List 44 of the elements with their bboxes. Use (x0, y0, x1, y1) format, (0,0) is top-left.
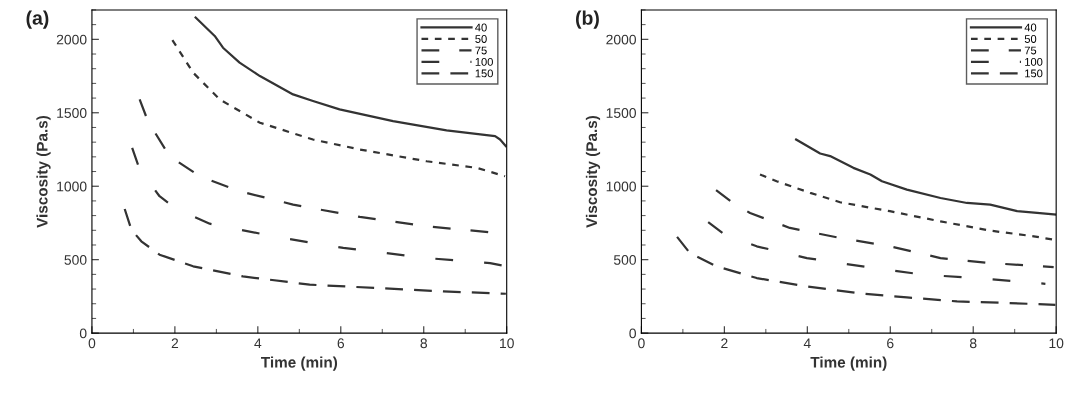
line-series (758, 173, 1055, 241)
line-series (194, 16, 507, 148)
chart-title: (a) (26, 10, 49, 29)
x-tick-label: 4 (803, 338, 811, 349)
x-tick-label: 8 (969, 338, 977, 349)
legend-label: 75 (475, 46, 487, 55)
legend-label: 150 (1025, 69, 1043, 78)
x-tick-label: 2 (721, 338, 728, 349)
y-tick-label: 2000 (56, 34, 87, 45)
x-tick-label: 6 (887, 338, 894, 349)
line-series (675, 235, 1057, 306)
x-tick-label: 6 (337, 338, 345, 349)
legend-label: 50 (1024, 35, 1037, 43)
x-axis-title: Time (min) (261, 356, 338, 371)
y-tick-label: 1000 (57, 181, 87, 192)
y-tick-label: 1500 (606, 108, 636, 118)
legend-label: 150 (475, 69, 493, 78)
y-tick-label: 1500 (57, 108, 87, 118)
y-tick-label: 1000 (606, 181, 636, 192)
line-series (714, 189, 1055, 269)
y-tick-label: 2000 (606, 34, 636, 45)
x-tick-label: 4 (254, 338, 262, 349)
x-tick-label: 8 (420, 338, 428, 349)
line-series (123, 207, 507, 295)
x-tick-label: 10 (1049, 338, 1064, 349)
y-axis-title: Viscosity (Pa.s) (36, 115, 51, 228)
x-tick-label: 0 (88, 338, 96, 349)
legend-label: 75 (1024, 46, 1037, 55)
legend-label: 40 (475, 23, 487, 32)
legend-label: 100 (475, 57, 493, 66)
y-axis-title: Viscosity (Pa.s) (585, 115, 601, 228)
x-tick-label: 0 (638, 338, 645, 349)
y-tick-label: 0 (629, 328, 636, 339)
chart-title: (b) (576, 10, 599, 29)
y-tick-label: 0 (79, 328, 87, 339)
legend-label: 50 (475, 35, 487, 43)
legend-label: 40 (1024, 23, 1037, 32)
legend-label: 100 (1025, 57, 1043, 66)
y-tick-label: 500 (64, 255, 87, 265)
x-axis-title: Time (min) (810, 356, 887, 371)
x-tick-label: 2 (171, 338, 179, 349)
y-tick-label: 500 (613, 255, 636, 265)
x-tick-label: 10 (500, 338, 514, 349)
line-series (795, 138, 1057, 216)
